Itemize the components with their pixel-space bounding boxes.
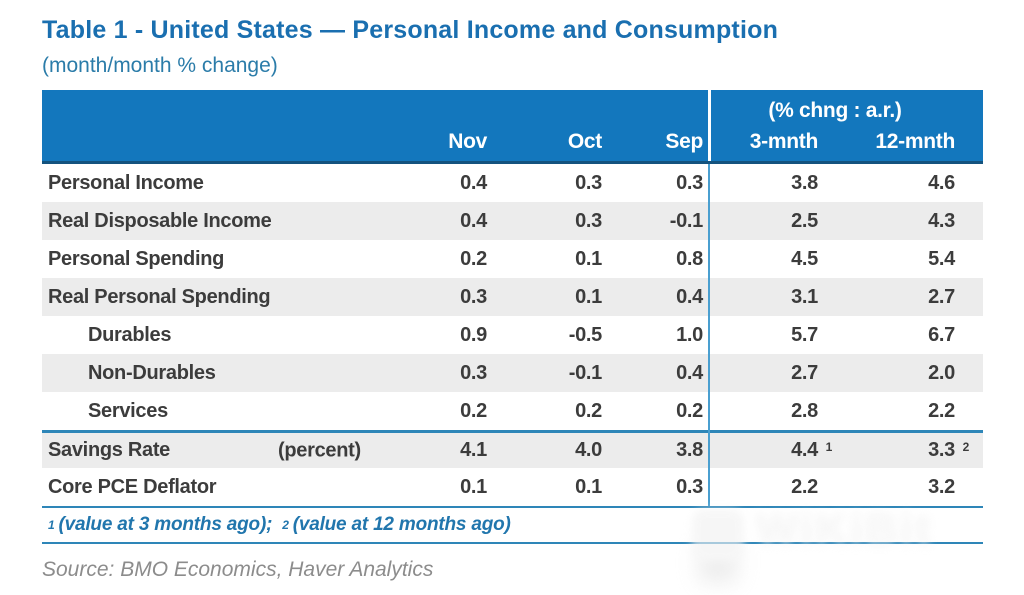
cell-m3: 3.1 <box>791 285 818 308</box>
row-label: Non-Durables <box>88 361 216 384</box>
cell-nov: 0.2 <box>460 247 487 270</box>
footnote: 1 (value at 3 months ago); 2 (value at 1… <box>42 506 983 544</box>
cell-oct: 0.1 <box>575 475 602 498</box>
column-header-nov: Nov <box>448 130 487 153</box>
cell-m12: 5.4 <box>928 247 955 270</box>
cell-sep: 1.0 <box>676 323 703 346</box>
header-vertical-divider <box>708 90 711 161</box>
cell-m3: 5.7 <box>791 323 818 346</box>
cell-oct: 0.1 <box>575 247 602 270</box>
table-row: Personal Spending 0.2 0.1 0.8 4.5 5.4 <box>42 240 983 278</box>
cell-nov: 0.2 <box>460 399 487 422</box>
cell-m3: 2.5 <box>791 209 818 232</box>
row-label: Real Disposable Income <box>48 209 272 232</box>
cell-nov: 0.3 <box>460 285 487 308</box>
column-header-m12: 12-mnth <box>875 130 955 153</box>
cell-sep: 0.4 <box>676 285 703 308</box>
column-header-m3: 3-mnth <box>749 130 819 153</box>
cell-sep: -0.1 <box>669 209 704 232</box>
footnote-sup-2: 2 <box>282 518 289 532</box>
cell-nov: 0.9 <box>460 323 487 346</box>
table-row: Non-Durables 0.3 -0.1 0.4 2.7 2.0 <box>42 354 983 392</box>
cell-oct: -0.1 <box>568 361 603 384</box>
cell-m3: 4.5 <box>791 247 818 270</box>
cell-m12: 2.0 <box>928 361 955 384</box>
table-body: Personal Income 0.4 0.3 0.3 3.8 4.6 Real Dispo… <box>42 164 983 506</box>
table-row: Durables 0.9 -0.5 1.0 5.7 6.7 <box>42 316 983 354</box>
table-row: Personal Income 0.4 0.3 0.3 3.8 4.6 <box>42 164 983 202</box>
cell-nov: 4.1 <box>460 439 487 461</box>
column-header-sep: Sep <box>665 130 703 153</box>
source-line: Source: BMO Economics, Haver Analytics <box>42 558 434 581</box>
cell-sep: 0.2 <box>676 399 703 422</box>
table-subtitle: (month/month % change) <box>42 54 278 77</box>
cell-oct: 4.0 <box>575 439 602 461</box>
cell-oct: -0.5 <box>568 323 603 346</box>
cell-m12: 4.6 <box>928 171 955 194</box>
row-label: Core PCE Deflator <box>48 475 217 498</box>
cell-sep: 3.8 <box>676 439 703 461</box>
cell-m12: 6.7 <box>928 323 955 346</box>
table-row: Real Disposable Income 0.4 0.3 -0.1 2.5 4.3 <box>42 202 983 240</box>
cell-nov: 0.3 <box>460 361 487 384</box>
row-label: Personal Spending <box>48 247 225 270</box>
cell-oct: 0.3 <box>575 209 602 232</box>
cell-m3: 2.8 <box>791 399 818 422</box>
table-title: Table 1 - United States — Personal Incom… <box>42 16 779 44</box>
footnote-text-2: (value at 12 months ago) <box>292 514 511 535</box>
cell-m3: 4.4 1 <box>791 439 832 461</box>
cell-oct: 0.2 <box>575 399 602 422</box>
body-vertical-divider <box>708 164 710 506</box>
cell-nov: 0.1 <box>460 475 487 498</box>
footnote-text-1: (value at 3 months ago); <box>58 514 273 535</box>
cell-m12: 3.3 2 <box>928 439 969 461</box>
cell-m12: 2.7 <box>928 285 955 308</box>
group-header-pct-chng-ar: (% chng : a.r.) <box>768 99 902 122</box>
table-row: Real Personal Spending 0.3 0.1 0.4 3.1 2.7 <box>42 278 983 316</box>
cell-superscript: 2 <box>962 440 970 454</box>
cell-superscript: 1 <box>825 440 833 454</box>
row-label: Durables <box>88 323 172 346</box>
cell-m12: 2.2 <box>928 399 955 422</box>
table-row: Core PCE Deflator 0.1 0.1 0.3 2.2 3.2 <box>42 468 983 506</box>
cell-nov: 0.4 <box>460 209 487 232</box>
table-row: Services 0.2 0.2 0.2 2.8 2.2 <box>42 392 983 430</box>
cell-m3: 2.2 <box>791 475 818 498</box>
row-label: Real Personal Spending <box>48 285 271 308</box>
column-headers: Nov Oct Sep 3-mnth 12-mnth <box>42 130 983 154</box>
cell-m3: 3.8 <box>791 171 818 194</box>
row-sublabel: (percent) <box>278 439 361 461</box>
cell-sep: 0.8 <box>676 247 703 270</box>
cell-sep: 0.4 <box>676 361 703 384</box>
row-label: Personal Income <box>48 171 204 194</box>
cell-sep: 0.3 <box>676 475 703 498</box>
row-label: Savings Rate (percent) <box>48 439 361 461</box>
cell-m3: 2.7 <box>791 361 818 384</box>
cell-m12: 4.3 <box>928 209 955 232</box>
cell-oct: 0.1 <box>575 285 602 308</box>
table-header: (% chng : a.r.) Nov Oct Sep 3-mnth 12-mnth <box>42 90 983 164</box>
cell-nov: 0.4 <box>460 171 487 194</box>
cell-m12: 3.2 <box>928 475 955 498</box>
row-label: Services <box>88 399 168 422</box>
table-row: Savings Rate (percent) 4.1 4.0 3.8 4.4 1 3.3 2 <box>42 430 983 468</box>
cell-sep: 0.3 <box>676 171 703 194</box>
income-consumption-table: (% chng : a.r.) Nov Oct Sep 3-mnth 12-mnth P… <box>42 90 983 544</box>
column-header-oct: Oct <box>567 130 602 153</box>
cell-oct: 0.3 <box>575 171 602 194</box>
footnote-sup-1: 1 <box>48 518 55 532</box>
